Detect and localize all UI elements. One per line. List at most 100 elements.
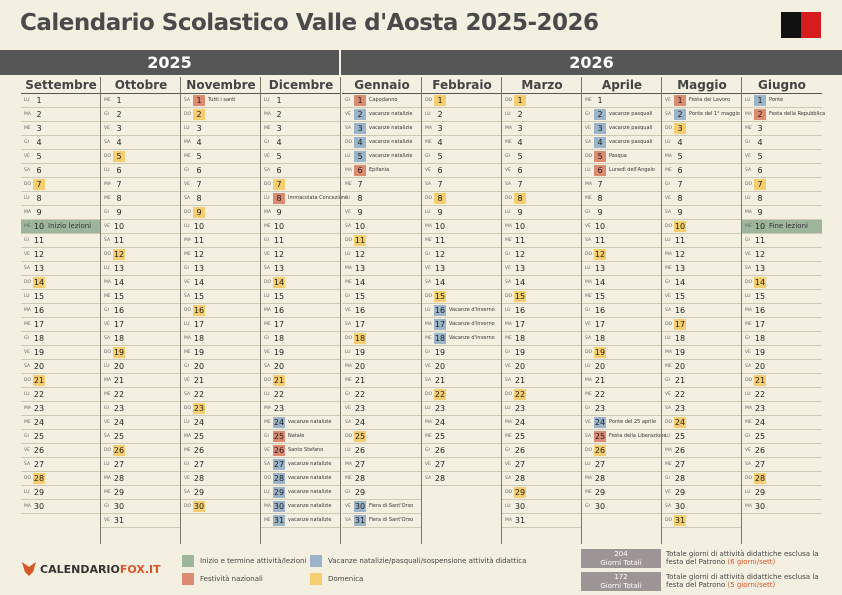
day-row: MA 26 xyxy=(662,444,742,458)
day-row: LU 19 xyxy=(342,346,422,360)
day-row: DO 26 xyxy=(582,444,662,458)
weekday-abbr: ME xyxy=(745,126,752,131)
month-header: Dicembre xyxy=(261,77,341,94)
day-row: ME 25 xyxy=(502,430,582,444)
weekday-abbr: DO xyxy=(585,154,593,159)
day-row: LU 22 xyxy=(742,388,822,402)
day-number: 27 xyxy=(434,460,446,469)
day-number: 23 xyxy=(434,404,446,413)
legend-swatch-yellow xyxy=(310,573,322,585)
month-febbraio: Febbraio DO 1 LU 2 MA 3 ME 4 GI 5 VE 6 SA 7 DO 8 LU 9 MA 10 M… xyxy=(422,77,502,486)
day-number: 24 xyxy=(273,417,285,428)
day-number: 26 xyxy=(754,446,766,455)
day-row: ME 24 xyxy=(21,416,101,430)
day-row: MA 2 xyxy=(21,108,101,122)
day-number: 8 xyxy=(36,194,42,203)
day-number: 9 xyxy=(357,208,363,217)
day-number: 22 xyxy=(754,390,766,399)
weekday-abbr: MA xyxy=(425,322,432,327)
day-number: 3 xyxy=(437,124,443,133)
weekday-abbr: LU xyxy=(745,98,751,103)
weekday-abbr: DO xyxy=(24,182,32,187)
day-number: 24 xyxy=(674,417,686,428)
day-row: SA 25 xyxy=(101,430,181,444)
day-number: 16 xyxy=(754,306,766,315)
day-row: GI 25 xyxy=(21,430,101,444)
weekday-abbr: SA xyxy=(505,378,512,383)
day-row: MA 16 xyxy=(21,304,101,318)
day-row: ME 22 xyxy=(582,388,662,402)
day-row: LU 20 xyxy=(101,360,181,374)
day-row: GI 4 xyxy=(261,136,341,150)
day-number: 11 xyxy=(193,236,205,245)
weekday-abbr: GI xyxy=(104,504,109,509)
day-row: MA 2 xyxy=(261,108,341,122)
day-number: 4 xyxy=(196,138,202,147)
day-number: 20 xyxy=(434,362,446,371)
day-number: 26 xyxy=(33,446,45,455)
weekday-abbr: ME xyxy=(585,196,592,201)
weekday-abbr: ME xyxy=(425,140,432,145)
day-row: MA 10 xyxy=(422,220,502,234)
day-number: 3 xyxy=(354,123,366,134)
day-row: LU 29 xyxy=(21,486,101,500)
day-row: DO 5 Pasqua xyxy=(582,150,662,164)
day-number: 26 xyxy=(193,446,205,455)
day-number: 3 xyxy=(36,124,42,133)
weekday-abbr: MA xyxy=(104,476,111,481)
weekday-abbr: ME xyxy=(345,280,352,285)
day-number: 19 xyxy=(754,348,766,357)
weekday-abbr: LU xyxy=(104,462,110,467)
day-row: GI 26 xyxy=(502,444,582,458)
weekday-abbr: MA xyxy=(745,308,752,313)
day-row: MA 20 xyxy=(342,360,422,374)
weekday-abbr: LU xyxy=(24,196,30,201)
day-number: 18 xyxy=(113,334,125,343)
day-row: ME 8 xyxy=(101,192,181,206)
day-number: 9 xyxy=(757,208,763,217)
weekday-abbr: DO xyxy=(345,434,353,439)
day-row: GI 18 xyxy=(742,332,822,346)
day-row: LU 23 xyxy=(502,402,582,416)
day-row: GI 9 xyxy=(101,206,181,220)
day-number: 28 xyxy=(754,473,766,484)
day-number: 14 xyxy=(113,278,125,287)
day-number: 7 xyxy=(754,179,766,190)
day-number: 16 xyxy=(113,306,125,315)
month-header: Maggio xyxy=(662,77,742,94)
day-number: 2 xyxy=(674,109,686,120)
weekday-abbr: MA xyxy=(24,308,31,313)
calendariofox-logo[interactable]: CALENDARIO FOX.IT xyxy=(22,562,161,576)
day-number: 22 xyxy=(33,390,45,399)
day-number: 26 xyxy=(113,445,125,456)
day-row: ME 3 xyxy=(742,122,822,136)
day-number: 28 xyxy=(193,474,205,483)
weekday-abbr: DO xyxy=(585,448,593,453)
day-number: 11 xyxy=(674,236,686,245)
month-divider xyxy=(260,77,261,544)
weekday-abbr: LU xyxy=(184,126,190,131)
day-number: 5 xyxy=(517,152,523,161)
weekday-abbr: SA xyxy=(585,336,592,341)
logo-text-part1: CALENDARIO xyxy=(40,562,120,576)
weekday-abbr: LU xyxy=(345,448,351,453)
event-label: Fiera di Sant'Orso xyxy=(369,517,414,523)
day-number: 21 xyxy=(754,375,766,386)
day-number: 13 xyxy=(193,264,205,273)
day-number: 15 xyxy=(113,292,125,301)
day-number: 28 xyxy=(273,473,285,484)
weekday-abbr: DO xyxy=(505,392,513,397)
weekday-abbr: MA xyxy=(505,322,512,327)
day-row: DO 17 xyxy=(662,318,742,332)
weekday-abbr: VE xyxy=(665,196,671,201)
day-number: 7 xyxy=(116,180,122,189)
day-row: ME 3 xyxy=(261,122,341,136)
day-row: MA 16 xyxy=(261,304,341,318)
day-row: GI 4 xyxy=(742,136,822,150)
day-row: ME 29 xyxy=(582,486,662,500)
day-row: MA 14 xyxy=(582,276,662,290)
weekday-abbr: GI xyxy=(665,378,670,383)
day-row: MA 24 xyxy=(502,416,582,430)
day-number: 11 xyxy=(514,236,526,245)
day-number: 23 xyxy=(594,404,606,413)
